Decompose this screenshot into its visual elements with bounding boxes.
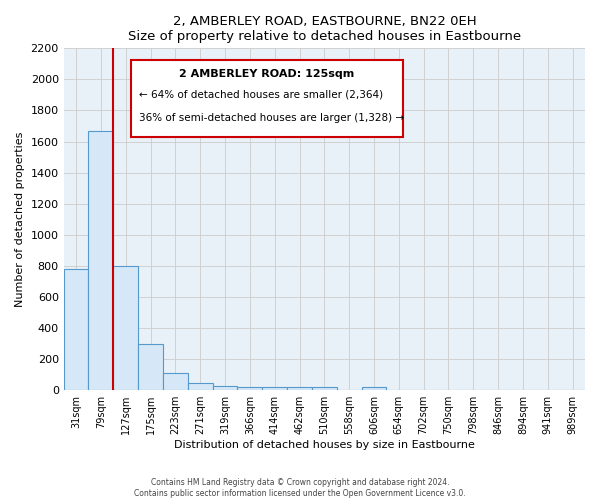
Text: 36% of semi-detached houses are larger (1,328) →: 36% of semi-detached houses are larger (…: [139, 114, 404, 124]
X-axis label: Distribution of detached houses by size in Eastbourne: Distribution of detached houses by size …: [174, 440, 475, 450]
Bar: [188, 383, 212, 390]
Text: Contains HM Land Registry data © Crown copyright and database right 2024.
Contai: Contains HM Land Registry data © Crown c…: [134, 478, 466, 498]
Bar: [287, 387, 312, 390]
Bar: [238, 387, 262, 390]
Bar: [362, 387, 386, 390]
Bar: [138, 344, 163, 390]
Text: ← 64% of detached houses are smaller (2,364): ← 64% of detached houses are smaller (2,…: [139, 90, 383, 100]
Bar: [113, 266, 138, 390]
Bar: [312, 387, 337, 390]
Bar: [88, 130, 113, 390]
Bar: [212, 386, 238, 390]
Y-axis label: Number of detached properties: Number of detached properties: [15, 132, 25, 307]
Bar: [64, 269, 88, 390]
Text: 2 AMBERLEY ROAD: 125sqm: 2 AMBERLEY ROAD: 125sqm: [179, 69, 355, 79]
Title: 2, AMBERLEY ROAD, EASTBOURNE, BN22 0EH
Size of property relative to detached hou: 2, AMBERLEY ROAD, EASTBOURNE, BN22 0EH S…: [128, 15, 521, 43]
FancyBboxPatch shape: [131, 60, 403, 137]
Bar: [262, 387, 287, 390]
Bar: [163, 373, 188, 390]
